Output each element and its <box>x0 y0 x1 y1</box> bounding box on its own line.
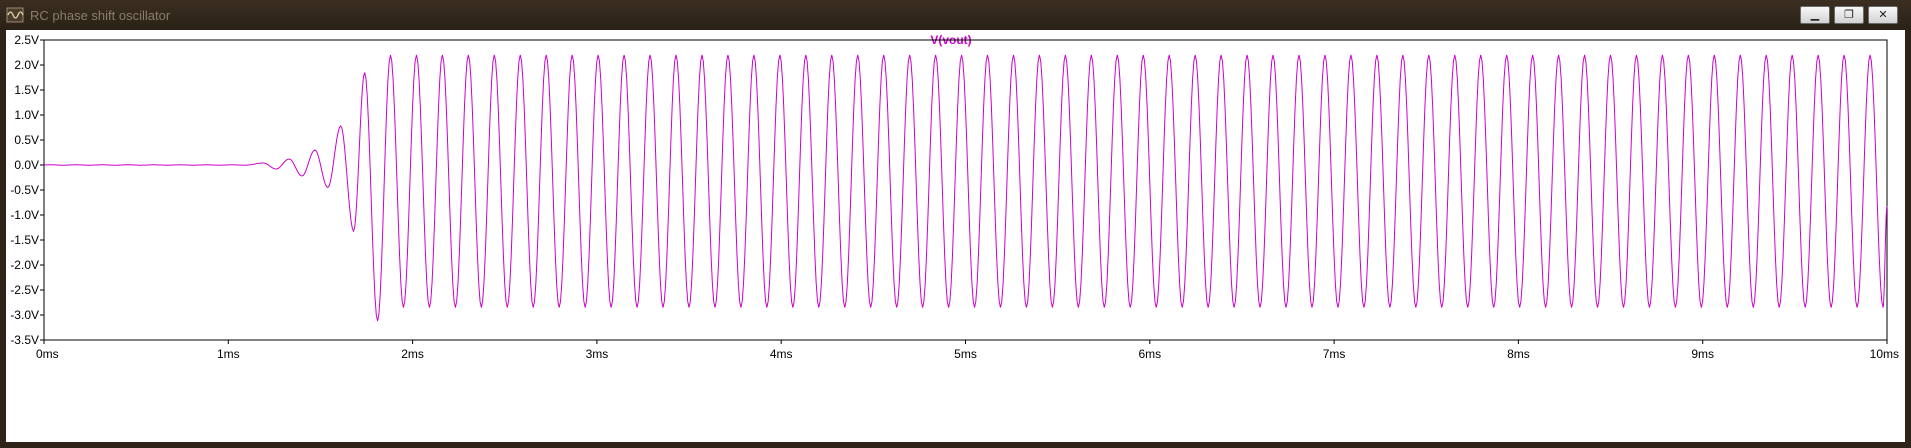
y-tick-label: -0.5V <box>10 183 39 197</box>
y-tick-label: -3.0V <box>10 308 39 322</box>
y-tick-label: 2.5V <box>14 33 39 47</box>
trace-vout[interactable] <box>43 54 1888 322</box>
x-tick-label: 4ms <box>770 347 793 361</box>
y-tick-label: -1.5V <box>10 233 39 247</box>
x-axis-ticks: 0ms 1ms 2ms 3ms 4ms 5ms 6ms 7ms 8ms 9ms 10ms <box>36 340 1899 361</box>
x-tick-label: 5ms <box>954 347 977 361</box>
x-tick-label: 10ms <box>1870 347 1899 361</box>
restore-icon: ❐ <box>1844 8 1854 21</box>
x-tick-label: 0ms <box>36 347 59 361</box>
plot-axes <box>43 39 1888 341</box>
y-axis-ticks: 2.5V 2.0V 1.5V 1.0V 0.5V 0.0V -0.5V -1.0V -1.5V -… <box>10 33 44 347</box>
plot-pane[interactable]: V(vout) 2.5V 2.0V 1.5V 1.0V 0.5V 0.0V -0.5V -1.… <box>6 30 1905 442</box>
x-tick-label: 8ms <box>1507 347 1530 361</box>
y-tick-label: -2.0V <box>10 258 39 272</box>
close-icon: ✕ <box>1878 8 1888 21</box>
y-tick-label: 1.5V <box>14 83 39 97</box>
close-button[interactable]: ✕ <box>1868 6 1898 24</box>
waveform-icon <box>6 7 24 23</box>
y-tick-label: -2.5V <box>10 283 39 297</box>
restore-button[interactable]: ❐ <box>1834 6 1864 24</box>
title-bar[interactable]: RC phase shift oscillator ▁ ❐ ✕ <box>0 0 1911 30</box>
y-tick-label: 2.0V <box>14 58 39 72</box>
minimize-button[interactable]: ▁ <box>1800 6 1830 24</box>
waveform-chart[interactable]: V(vout) 2.5V2.0V1.5V1.0V0.5V0.0V-0.5V-1.… <box>6 30 1905 442</box>
x-tick-label: 3ms <box>586 347 609 361</box>
x-tick-label: 7ms <box>1323 347 1346 361</box>
minimize-icon: ▁ <box>1810 8 1820 21</box>
y-tick-label: 0.5V <box>14 133 39 147</box>
window-title: RC phase shift oscillator <box>30 8 171 23</box>
x-tick-label: 9ms <box>1691 347 1714 361</box>
x-tick-label: 6ms <box>1138 347 1161 361</box>
x-tick-label: 2ms <box>401 347 424 361</box>
plot-border <box>43 39 1888 341</box>
y-tick-label: -1.0V <box>10 208 39 222</box>
y-tick-label: 1.0V <box>14 108 39 122</box>
y-tick-label: -3.5V <box>10 333 39 347</box>
x-tick-label: 1ms <box>217 347 240 361</box>
y-tick-label: 0.0V <box>14 158 39 172</box>
